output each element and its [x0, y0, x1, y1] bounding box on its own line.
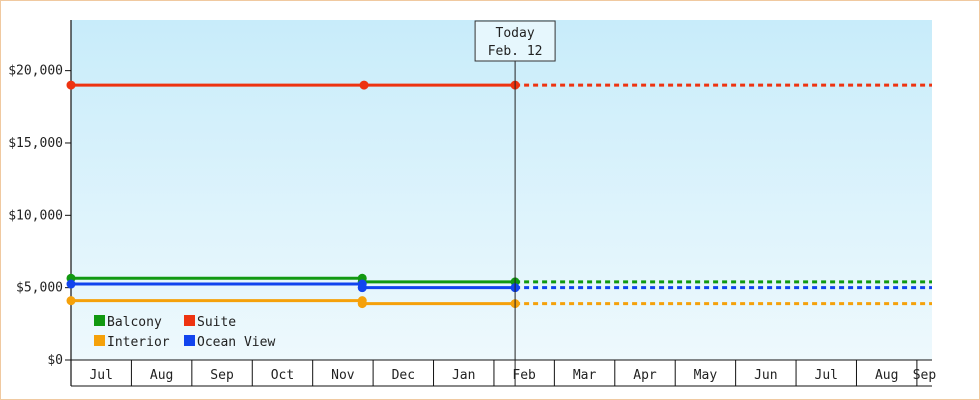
legend-label: Balcony: [107, 315, 162, 330]
month-label: Feb: [512, 368, 536, 383]
legend-swatch: [94, 335, 105, 346]
legend-label: Ocean View: [197, 335, 275, 350]
today-marker: Today Feb. 12: [474, 20, 556, 386]
month-label: Jul: [815, 368, 838, 383]
plot-background: [71, 20, 932, 360]
series-ocean-view: [66, 279, 932, 293]
series-interior: [66, 296, 932, 309]
data-point: [357, 299, 367, 309]
month-label: Sep: [913, 368, 937, 383]
y-tick-label: $10,000: [8, 208, 63, 223]
series-lines: [66, 80, 932, 309]
month-label: Mar: [573, 368, 597, 383]
data-point: [66, 279, 76, 289]
y-tick-label: $0: [47, 353, 63, 368]
legend-swatch: [184, 315, 195, 326]
month-label: Aug: [875, 368, 898, 383]
month-label: Nov: [331, 368, 355, 383]
y-tick-label: $20,000: [8, 64, 63, 79]
month-label: Aug: [150, 368, 173, 383]
month-label: Jan: [452, 368, 475, 383]
today-box: [474, 20, 556, 62]
legend-label: Suite: [197, 315, 236, 330]
month-label: Sep: [210, 368, 234, 383]
month-label: Apr: [633, 368, 657, 383]
legend-swatch: [94, 315, 105, 326]
legend: Balcony Suite Interior Ocean View: [94, 315, 275, 350]
month-label: Oct: [271, 368, 294, 383]
y-tick-label: $5,000: [16, 281, 63, 296]
data-point: [357, 283, 367, 293]
month-label: Dec: [392, 368, 415, 383]
x-axis: Jul Aug Sep Oct Nov Dec Jan Feb Mar Apr May Jun Jul A…: [71, 359, 937, 387]
month-label: Jun: [754, 368, 777, 383]
today-date: Feb. 12: [488, 44, 543, 59]
month-label: May: [694, 368, 718, 383]
today-label: Today: [496, 26, 535, 41]
data-point: [66, 80, 76, 90]
data-point: [66, 296, 76, 306]
legend-label: Interior: [107, 335, 170, 350]
legend-swatch: [184, 335, 195, 346]
y-axis: $0 $5,000 $10,000 $15,000 $20,000: [8, 20, 72, 386]
y-tick-label: $15,000: [8, 136, 63, 151]
data-point: [359, 80, 369, 90]
month-label: Jul: [89, 368, 112, 383]
